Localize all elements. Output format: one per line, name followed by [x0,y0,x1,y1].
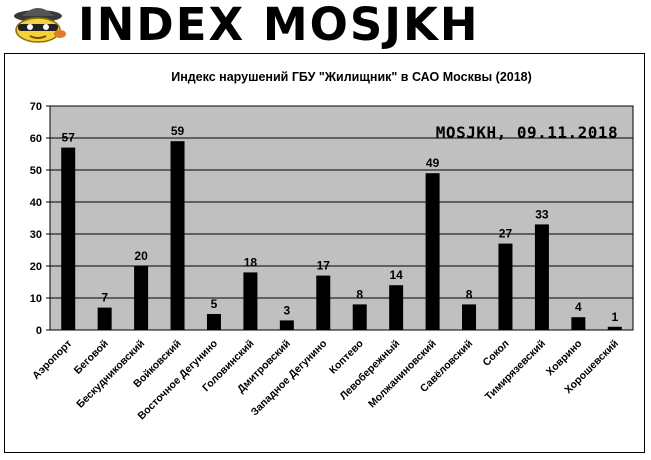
y-tick-label: 30 [30,229,42,241]
bar [170,141,185,330]
data-label: 14 [389,268,403,282]
chart-frame: Индекс нарушений ГБУ "Жилищник" в САО Мо… [4,53,645,453]
data-label: 18 [244,255,258,269]
header-banner: INDEX MOSJKH [0,0,651,51]
bar [243,272,258,330]
data-label: 3 [284,303,291,317]
data-label: 17 [317,259,331,273]
watermark-label: MOSJKH, 09.11.2018 [436,123,618,142]
y-tick-label: 20 [30,261,42,273]
bar [134,266,149,330]
data-label: 7 [101,291,108,305]
chart-title: Индекс нарушений ГБУ "Жилищник" в САО Мо… [171,70,532,84]
bar [425,173,440,330]
bar [607,326,622,330]
spy-detective-icon [14,8,66,43]
data-label: 27 [499,227,513,241]
data-label: 8 [466,287,473,301]
data-label: 57 [62,131,76,145]
bar [279,320,294,330]
data-label: 20 [134,249,148,263]
bar [97,307,112,330]
data-label: 1 [611,310,618,324]
y-tick-label: 0 [36,325,42,337]
data-label: 8 [356,287,363,301]
banner-title: INDEX MOSJKH [78,0,480,51]
y-tick-label: 10 [30,293,42,305]
bar [462,304,477,330]
bar [498,243,513,330]
x-tick-label: Бескудниковский [74,338,147,411]
y-tick-label: 60 [30,133,42,145]
x-tick-label: Молжаниновский [366,338,439,411]
y-tick-label: 50 [30,165,42,177]
bar-chart: Индекс нарушений ГБУ "Жилищник" в САО Мо… [30,70,634,422]
x-tick-label: Аэропорт [30,338,74,382]
data-label: 4 [575,300,582,314]
bar [571,317,586,330]
bar [206,314,221,330]
y-tick-label: 70 [30,101,42,113]
data-label: 49 [426,156,440,170]
bar [389,285,404,330]
bar [534,224,549,330]
y-tick-label: 40 [30,197,42,209]
bar [352,304,367,330]
bar [316,275,331,330]
bar [61,147,76,330]
data-label: 33 [535,207,549,221]
data-label: 59 [171,124,185,138]
x-tick-label: Сокол [481,338,512,369]
data-label: 5 [211,297,218,311]
